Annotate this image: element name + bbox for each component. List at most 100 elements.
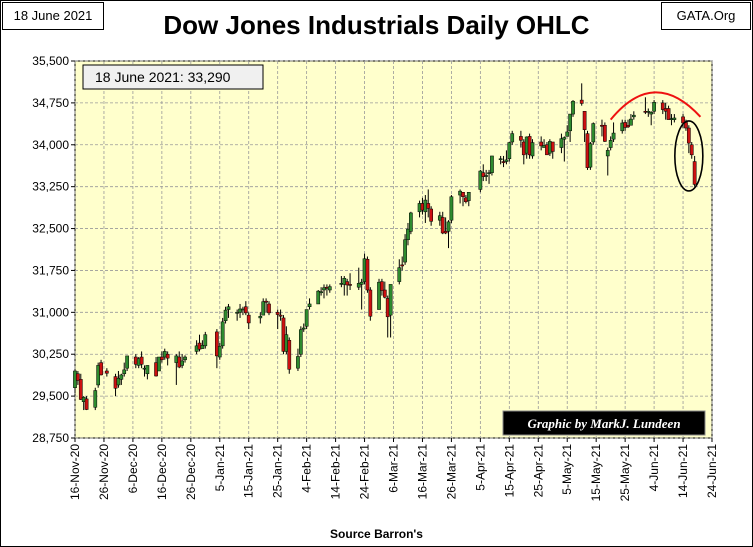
candle [145, 365, 150, 380]
candle-body-up [591, 123, 596, 143]
candle [490, 155, 494, 176]
candle [692, 155, 697, 187]
y-tick-label: 28,750 [32, 431, 69, 445]
candle-body-up [217, 346, 222, 358]
candle-body-up [588, 143, 593, 168]
candle [125, 355, 129, 371]
candle [568, 113, 572, 142]
candle [217, 343, 222, 360]
candle-body-up [298, 329, 303, 355]
candle-body-up [157, 356, 161, 372]
candle [377, 278, 381, 310]
candle-body-down [267, 303, 271, 314]
candle [122, 362, 127, 377]
candle-body-up [646, 111, 651, 113]
candle-body-down [579, 99, 584, 104]
candle [498, 155, 503, 165]
candle-body-down [287, 340, 292, 370]
candle [519, 130, 523, 148]
candle [611, 122, 616, 142]
candle [226, 303, 231, 318]
candle [342, 276, 347, 296]
candle-body-down [246, 314, 251, 324]
candle [183, 355, 187, 363]
candle-body-up [672, 117, 677, 120]
candle-body-up [301, 327, 306, 330]
candle-body-up [530, 142, 535, 157]
candle [649, 111, 654, 126]
candle-body-down [368, 289, 373, 317]
candle-body-up [629, 118, 633, 126]
candle-body-up [571, 100, 575, 115]
candle-body-up [304, 309, 309, 327]
candle-body-down [481, 172, 486, 177]
candle-body-down [400, 264, 405, 267]
candle [608, 136, 613, 151]
candle-body-down [78, 379, 83, 400]
candle-body-down [348, 284, 352, 286]
chart-title: Dow Jones Industrials Daily OHLC [163, 10, 590, 40]
value-box: 18 June 2021: 33,290 [82, 64, 264, 90]
candle [220, 317, 225, 349]
candle-body-up [327, 286, 332, 291]
candle [487, 169, 491, 184]
candle [689, 141, 694, 159]
x-tick-label: 25-May-21 [618, 444, 632, 502]
candle [539, 136, 544, 151]
candle [116, 370, 121, 388]
x-tick-label: 15-Apr-21 [502, 444, 516, 498]
candle [345, 278, 350, 296]
x-tick-label: 24-Feb-21 [358, 444, 372, 500]
y-tick-label: 33,250 [32, 180, 69, 194]
candle-body-down [686, 127, 691, 144]
candle [238, 303, 242, 318]
candle-body-up [307, 303, 312, 307]
candle-body-up [359, 281, 364, 285]
candle [530, 139, 535, 159]
candle-body-up [261, 301, 266, 316]
candle-body-up [220, 321, 225, 347]
candle [203, 331, 208, 349]
candle-body-up [484, 175, 489, 177]
candle-body-up [649, 112, 654, 115]
candle [261, 298, 266, 316]
candle [646, 108, 651, 117]
candles [73, 83, 697, 411]
candle-body-down [275, 312, 280, 315]
candle-body-up [122, 369, 127, 375]
candle [356, 267, 361, 290]
candle [258, 312, 263, 324]
candle [298, 326, 303, 358]
candle-body-up [223, 309, 228, 321]
credit-box: Graphic by MarkJ. Lundeen [502, 410, 706, 436]
candle-body-up [377, 281, 381, 310]
decline-circle-annotation [674, 120, 704, 192]
candle [426, 189, 431, 218]
candle [365, 256, 370, 293]
x-axis: 16-Nov-20 26-Nov-20 6-Dec-20 16-Dec-20 26-De… [68, 438, 719, 501]
candle [591, 122, 596, 145]
candle-body-down [426, 203, 431, 209]
candle [582, 111, 587, 142]
candle-body-down [443, 231, 448, 234]
candle-body-up [319, 291, 323, 294]
candle-body-up [258, 315, 263, 319]
x-tick-label: 5-Apr-21 [473, 444, 487, 491]
candle [466, 192, 471, 207]
candle-body-up [183, 356, 187, 361]
x-tick-label: 25-Apr-21 [531, 444, 545, 498]
candle [275, 309, 280, 330]
candle-body-up [238, 308, 242, 313]
candle [686, 125, 691, 154]
candle-body-up [562, 137, 567, 140]
y-tick-label: 31,750 [32, 263, 69, 277]
candle [461, 192, 465, 207]
candle [666, 105, 671, 120]
candle [296, 348, 300, 371]
candle [481, 164, 486, 182]
x-tick-label: 5-May-21 [560, 444, 574, 495]
candle-body-up [203, 334, 208, 347]
candle [368, 287, 373, 321]
candle-body-down [264, 300, 268, 303]
